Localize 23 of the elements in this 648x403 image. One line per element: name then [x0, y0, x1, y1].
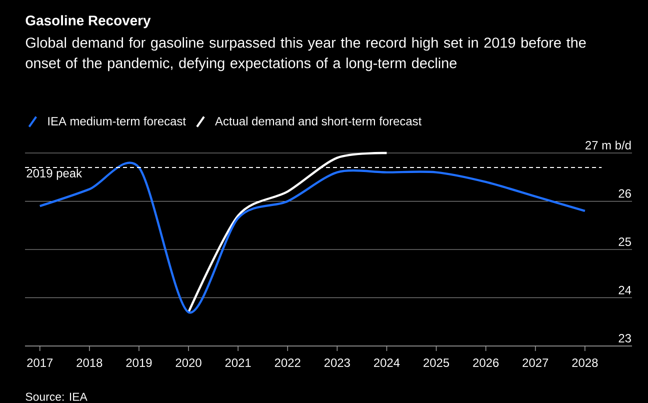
x-tick-label: 2019: [126, 358, 152, 367]
x-tick-label: 2023: [324, 358, 350, 367]
y-tick-label: 24: [618, 286, 632, 294]
y-tick-label: 26: [618, 189, 631, 198]
y-tick-label: 23: [618, 334, 631, 342]
chart-subtitle: Global demand for gasoline surpassed this year the record high set in 2019 before the onset of the pandemic, defying expectations of a long-term decline: [26, 37, 586, 72]
x-tick-label: 2018: [76, 358, 102, 367]
chart-title: Gasoline Recovery: [26, 15, 151, 28]
x-tick-label: 2022: [274, 358, 300, 367]
source-note: Source: IEA: [26, 392, 88, 401]
x-tick-label: 2026: [473, 358, 499, 367]
y-tick-label: 25: [618, 238, 631, 246]
x-tick-label: 2020: [176, 358, 202, 367]
x-tick-label: 2017: [27, 358, 53, 367]
x-tick-label: 2027: [522, 358, 548, 367]
x-tick-label: 2024: [374, 358, 400, 367]
x-tick-label: 2025: [424, 358, 450, 367]
x-tick-label: 2028: [572, 358, 598, 367]
legend-label: Actual demand and short-term forecast: [215, 116, 422, 126]
ref-line-label: 2019 peak: [26, 168, 82, 180]
y-tick-label: 27 m b/d: [586, 140, 631, 150]
x-tick-label: 2021: [225, 358, 251, 367]
legend-label: IEA medium-term forecast: [48, 116, 186, 126]
